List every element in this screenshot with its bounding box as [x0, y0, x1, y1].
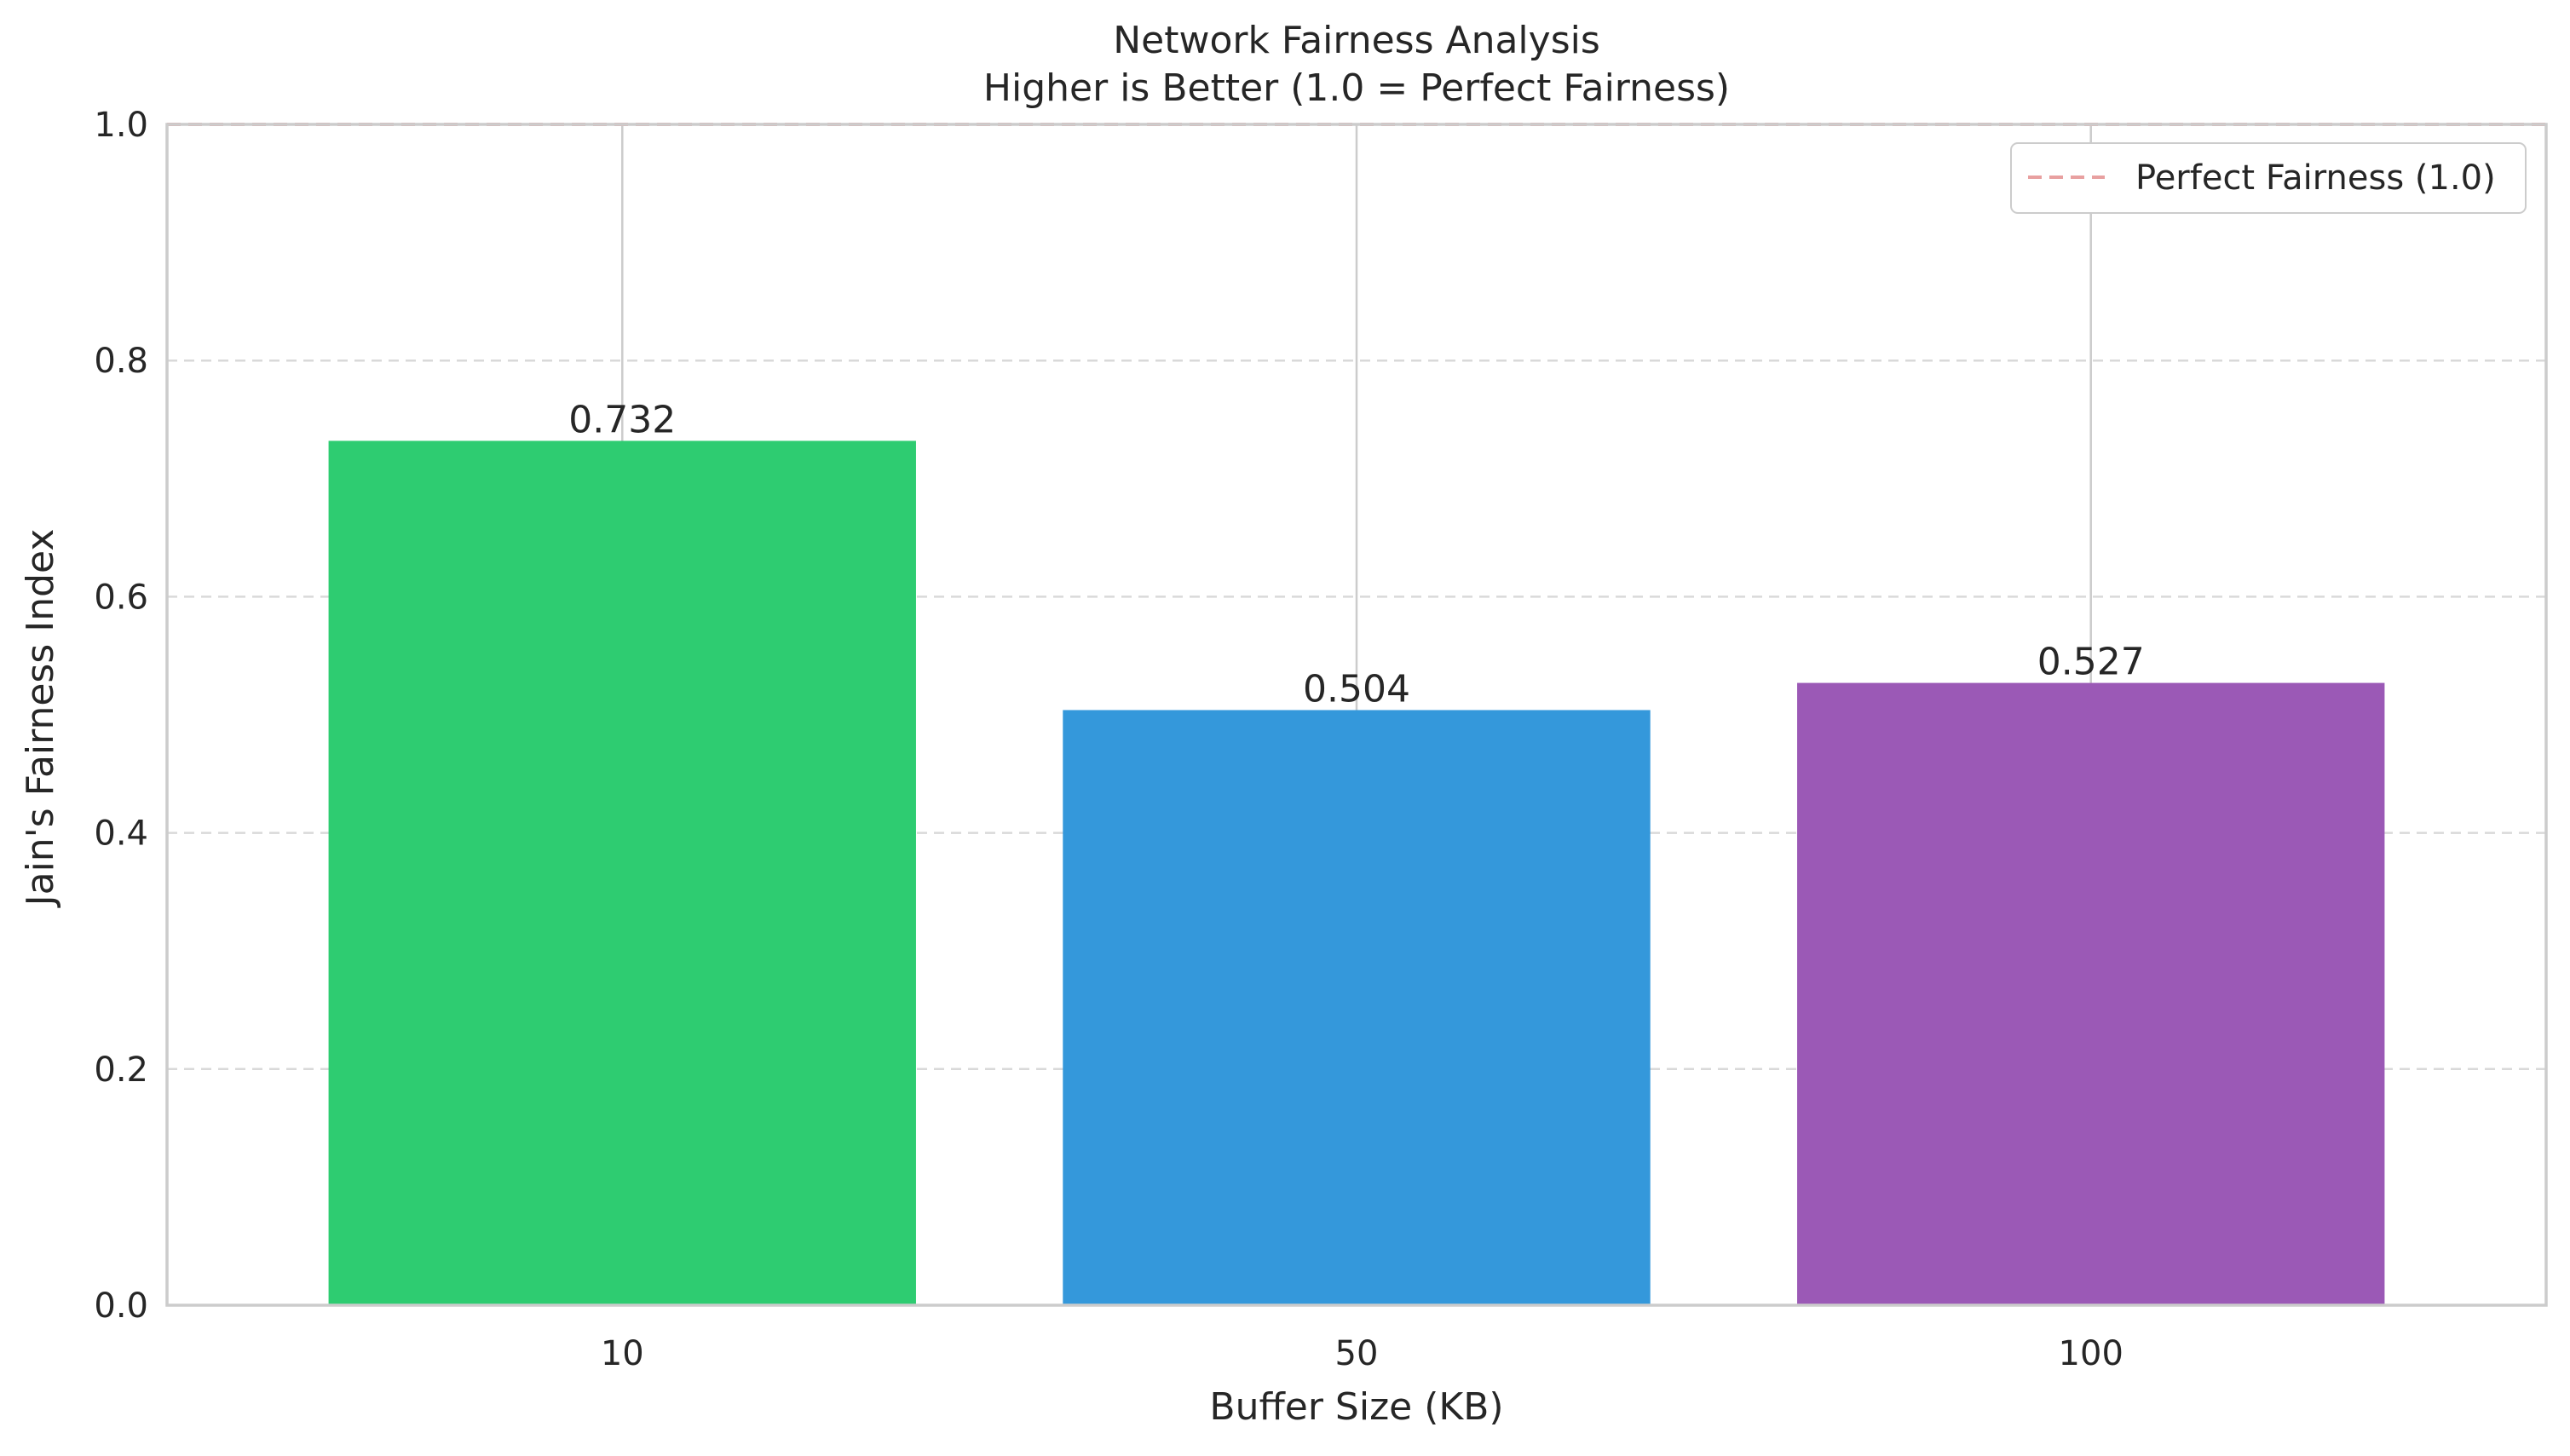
x-axis-label: Buffer Size (KB) [1209, 1385, 1503, 1429]
bar-50 [1063, 710, 1651, 1305]
bar-value-label: 0.504 [1303, 667, 1410, 711]
chart-subtitle: Higher is Better (1.0 = Perfect Fairness… [983, 66, 1730, 110]
y-axis-label: Jain's Fairness Index [19, 529, 62, 909]
y-tick-label: 0.2 [94, 1050, 148, 1090]
y-tick-label: 0.6 [94, 578, 148, 617]
y-tick-label: 1.0 [94, 106, 148, 145]
y-tick-label: 0.0 [94, 1286, 148, 1326]
x-tick-label: 50 [1335, 1334, 1379, 1373]
bar-value-labels: 0.732 0.504 0.527 [568, 398, 2144, 711]
chart-title: Network Fairness Analysis [1113, 19, 1600, 62]
plot-border [165, 123, 2548, 1307]
bar-value-label: 0.732 [568, 398, 676, 441]
bars [167, 123, 2546, 1305]
x-tick-label: 10 [601, 1334, 644, 1373]
legend-label: Perfect Fairness (1.0) [2135, 158, 2496, 198]
bar-value-label: 0.527 [2037, 641, 2145, 684]
legend-box [2010, 142, 2527, 214]
tick-labels: 0.0 0.2 0.4 0.6 0.8 1.0 10 50 100 [94, 106, 2123, 1373]
y-tick-label: 0.4 [94, 814, 148, 854]
plot-frame [165, 123, 2548, 1307]
bar-10 [328, 440, 916, 1305]
x-tick-label: 100 [2059, 1334, 2123, 1373]
bar-100 [1797, 682, 2385, 1305]
legend: Perfect Fairness (1.0) [2010, 142, 2527, 214]
y-tick-label: 0.8 [94, 342, 148, 381]
